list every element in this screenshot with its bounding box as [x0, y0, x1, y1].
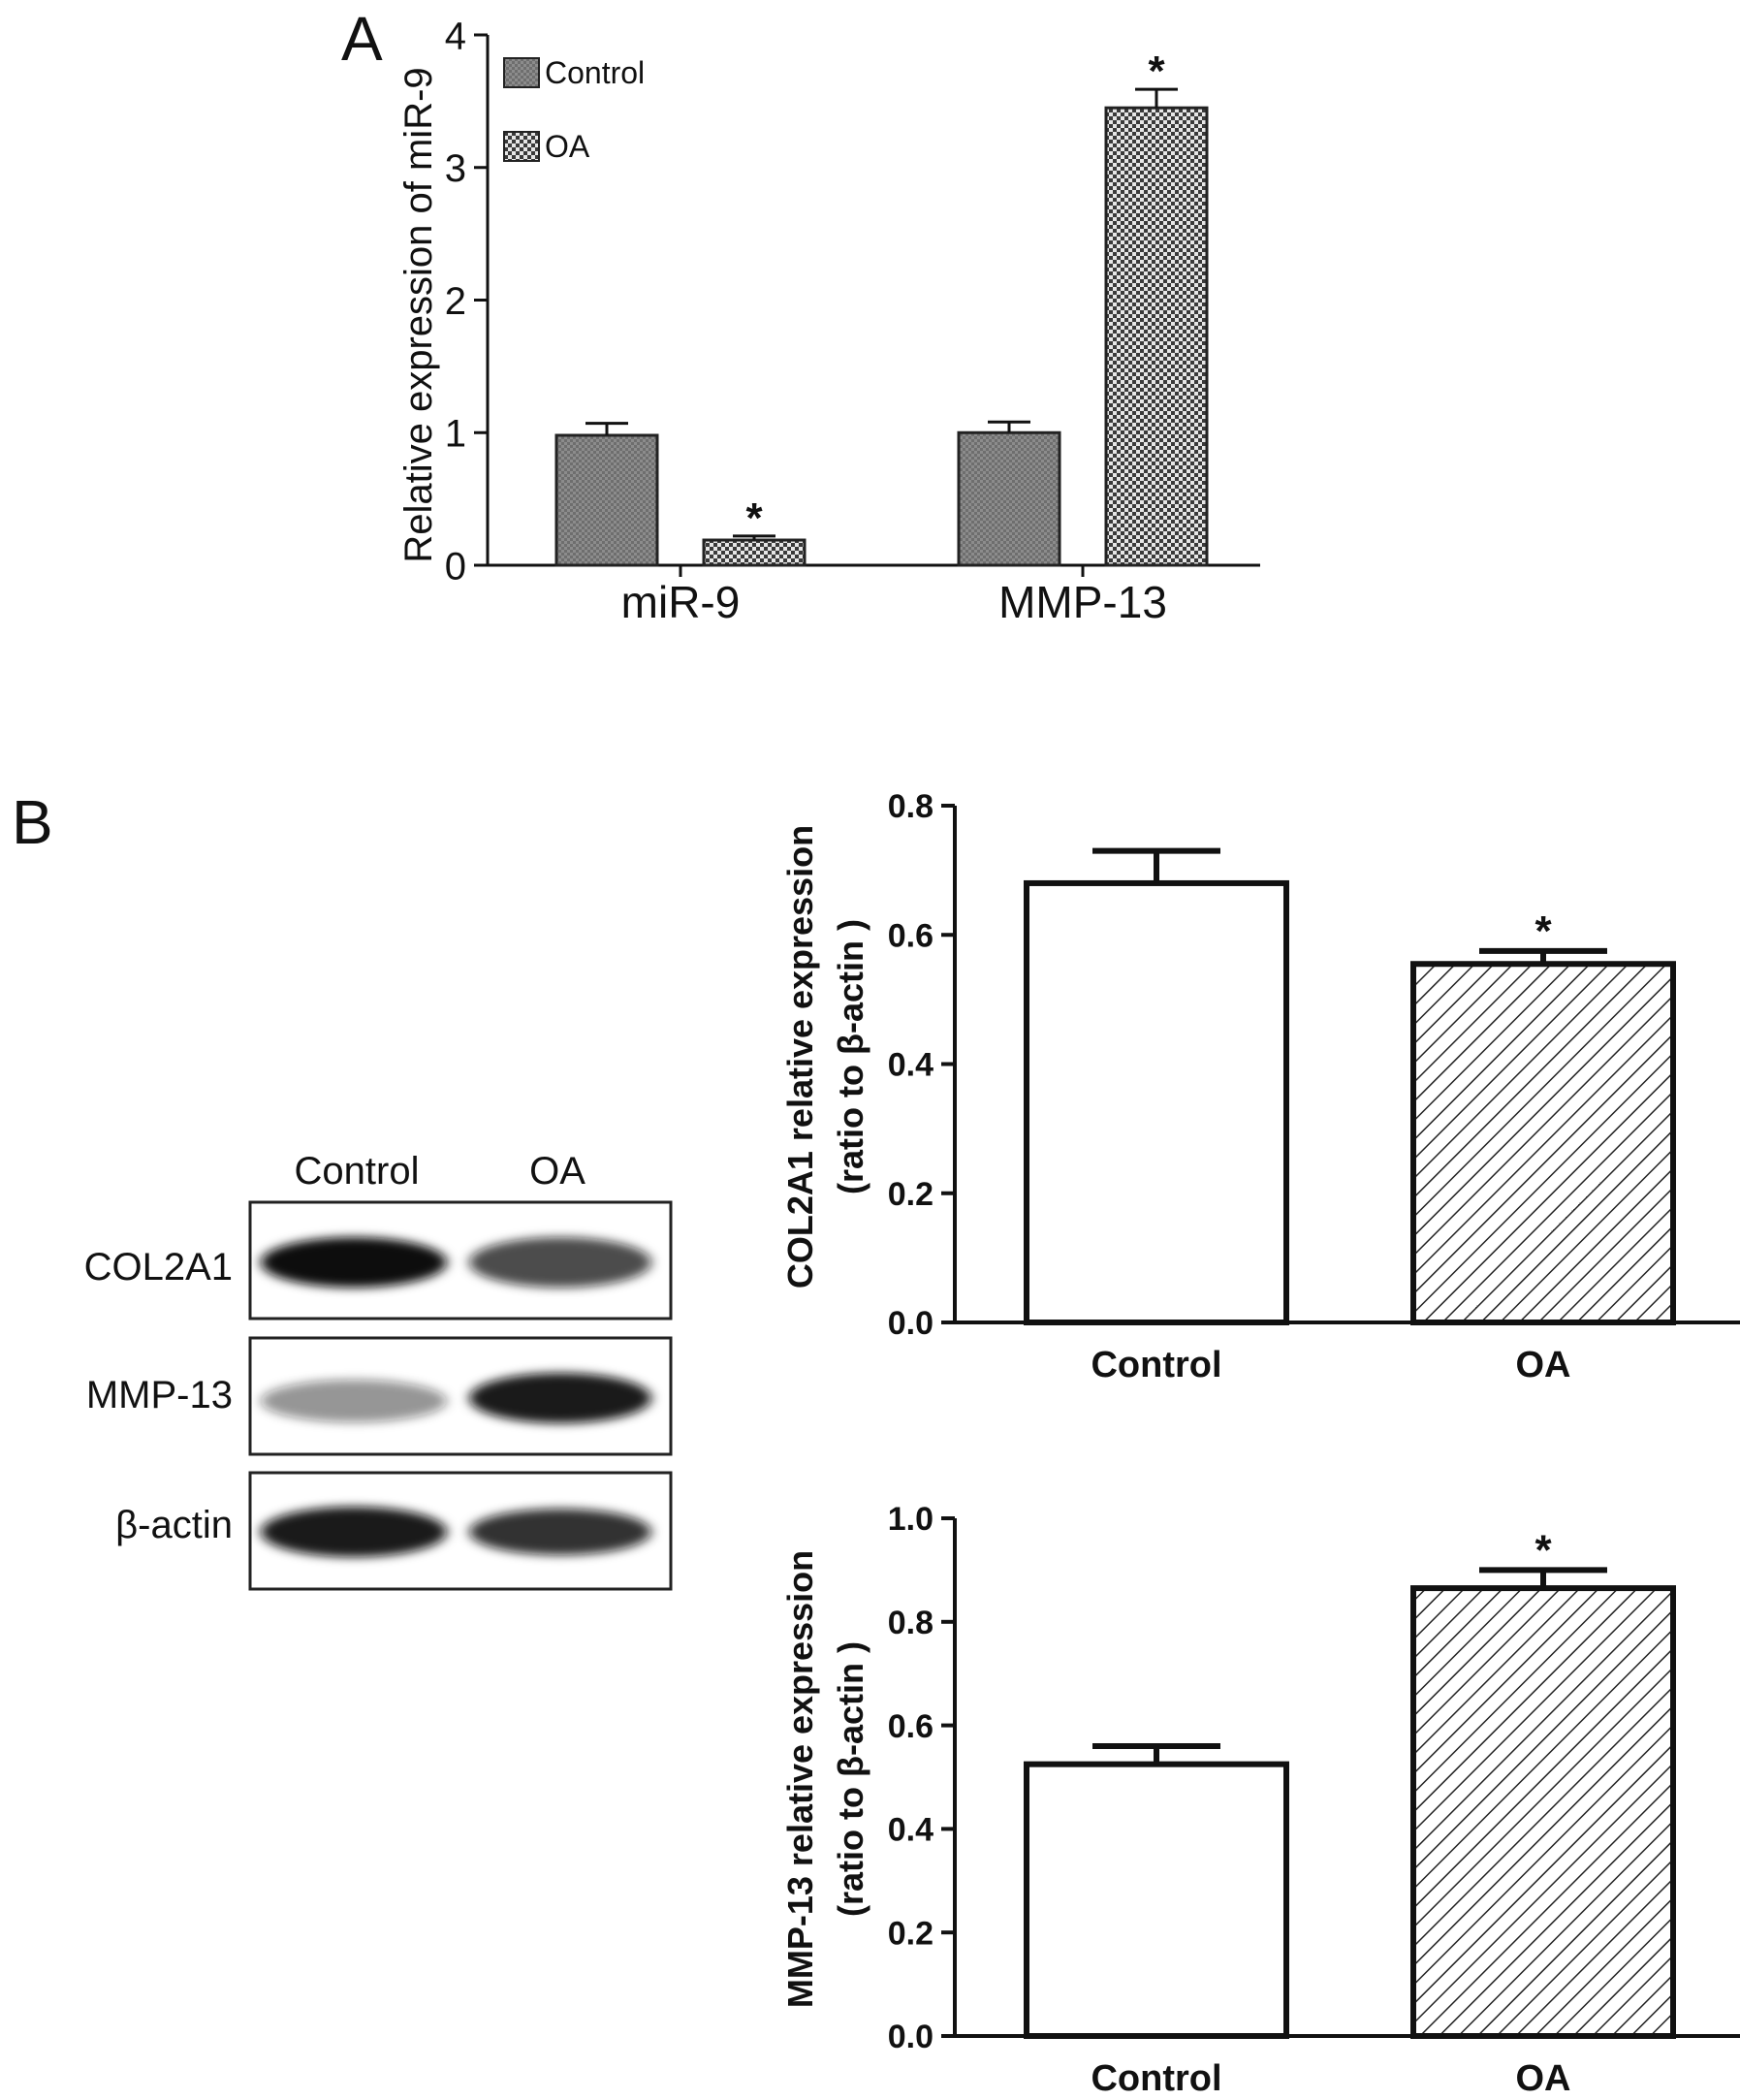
- legend-label-control: Control: [545, 55, 645, 90]
- significance-star: *: [1534, 1526, 1552, 1574]
- blot-row-label: β-actin: [115, 1504, 233, 1546]
- blot-lane-label-control: Control: [295, 1150, 420, 1193]
- bar-control-0: [554, 433, 659, 567]
- bar-oa-0: [702, 538, 807, 567]
- chart-b-mmp13: 0.0 0.2 0.4 0.6 0.8 1.0 Control OA * MMP-13 rel…: [780, 1501, 1740, 2099]
- chart-b-mmp13-axes: 0.0 0.2 0.4 0.6 0.8 1.0 Control OA: [888, 1501, 1740, 2099]
- x-category-label: MMP-13: [998, 577, 1167, 627]
- chart-b-mmp13-ylabel-line2: (ratio to β-actin ): [831, 1641, 870, 1917]
- legend-label-oa: OA: [545, 129, 590, 164]
- significance-star: *: [1534, 907, 1552, 955]
- y-tick-label: 1.0: [888, 1501, 933, 1538]
- chart-a-axes: 0 1 2 3 4 miR-9 MMP-13: [445, 15, 1260, 627]
- blot-lane-label-oa: OA: [529, 1150, 585, 1193]
- y-tick-label: 0.6: [888, 1708, 933, 1745]
- chart-b-col2a1: 0.0 0.2 0.4 0.6 0.8 Control OA * COL2A1 relati…: [780, 788, 1740, 1385]
- blot-band: [469, 1373, 651, 1423]
- y-tick-label: 3: [445, 147, 466, 190]
- y-tick-label: 1: [445, 413, 466, 456]
- y-tick-label: 0: [445, 545, 466, 588]
- panel-letter-a: A: [341, 4, 383, 74]
- significance-star: *: [745, 494, 763, 542]
- x-category-label: Control: [1091, 2058, 1221, 2099]
- y-tick-label: 0.8: [888, 788, 933, 825]
- y-tick-label: 0.0: [888, 2019, 933, 2055]
- blot-band: [469, 1509, 651, 1555]
- blot-band: [261, 1380, 447, 1422]
- y-tick-label: 0.0: [888, 1305, 933, 1342]
- chart-a-legend: Control OA: [503, 55, 645, 164]
- chart-b-mmp13-bars: *: [1024, 1526, 1676, 2040]
- blot-row-label: MMP-13: [86, 1374, 233, 1416]
- y-tick-label: 4: [445, 15, 466, 57]
- y-tick-label: 0.4: [888, 1047, 933, 1084]
- x-category-label: Control: [1091, 1345, 1221, 1385]
- bar-oa: [1410, 1585, 1676, 2039]
- legend-swatch-control: [503, 57, 540, 88]
- panel-letter-b: B: [12, 787, 53, 857]
- blot-row-beta-actin: β-actin: [115, 1471, 673, 1591]
- bar-control: [1024, 1761, 1289, 2040]
- bar-control-1: [957, 430, 1061, 567]
- chart-b-col2a1-bars: *: [1024, 847, 1676, 1325]
- y-tick-label: 0.6: [888, 917, 933, 954]
- chart-a-bars: **: [554, 48, 1209, 567]
- y-tick-label: 0.2: [888, 1176, 933, 1213]
- x-category-label: OA: [1516, 2058, 1571, 2099]
- western-blot: Control OA COL2A1 MMP-13 β-actin: [84, 1150, 673, 1591]
- legend-swatch-oa: [503, 131, 540, 162]
- y-tick-label: 2: [445, 280, 466, 323]
- chart-b-col2a1-ylabel-line1: COL2A1 relative expression: [780, 825, 820, 1289]
- bar-oa-1: [1104, 106, 1209, 567]
- x-category-label: OA: [1516, 1345, 1571, 1385]
- bar-oa: [1410, 961, 1676, 1325]
- significance-star: *: [1148, 48, 1165, 95]
- chart-a-ylabel: Relative expression of miR-9: [397, 67, 440, 562]
- y-tick-label: 0.8: [888, 1605, 933, 1641]
- y-tick-label: 0.4: [888, 1812, 933, 1849]
- chart-b-col2a1-ylabel-line2: (ratio to β-actin ): [831, 919, 870, 1194]
- blot-band: [469, 1237, 651, 1288]
- chart-b-mmp13-ylabel-line1: MMP-13 relative expression: [780, 1550, 820, 2008]
- blot-band: [261, 1507, 447, 1557]
- blot-band: [261, 1237, 447, 1288]
- x-category-label: miR-9: [621, 577, 741, 627]
- bar-control: [1024, 879, 1289, 1325]
- y-tick-label: 0.2: [888, 1915, 933, 1952]
- blot-row-mmp13: MMP-13: [86, 1336, 673, 1456]
- blot-row-label: COL2A1: [84, 1246, 233, 1289]
- blot-row-col2a1: COL2A1: [84, 1200, 673, 1320]
